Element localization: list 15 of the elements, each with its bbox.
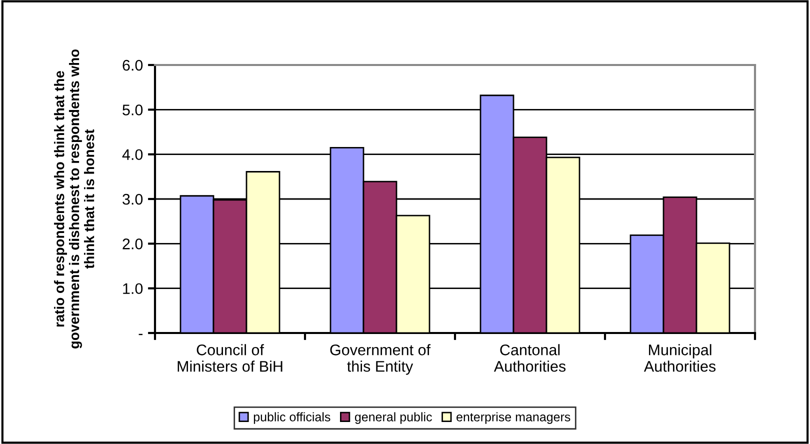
y-tick-label: - (138, 334, 143, 336)
x-tick-label: Cantonal Authorities (494, 344, 566, 372)
legend-label: general public (354, 412, 432, 424)
x-tick-label: Council of Ministers of BiH (178, 344, 282, 372)
y-tick-label: 4.0 (122, 149, 143, 160)
y-tick-label: 1.0 (123, 283, 143, 294)
legend-label: enterprise managers (456, 412, 570, 424)
y-tick-label: 6.0 (122, 60, 143, 71)
x-tick-label: Government of this Entity (330, 344, 431, 375)
y-tick-label: 2.0 (122, 238, 143, 250)
y-axis-title: ratio of respondents who think that the government is dishonest to respondents who think that it is honest (54, 49, 94, 349)
y-tick-label: 3.0 (122, 194, 143, 205)
y-tick-label: 5.0 (122, 104, 143, 116)
x-tick-label: Municipal Authorities (644, 344, 716, 372)
legend-label: public officials (254, 412, 330, 424)
